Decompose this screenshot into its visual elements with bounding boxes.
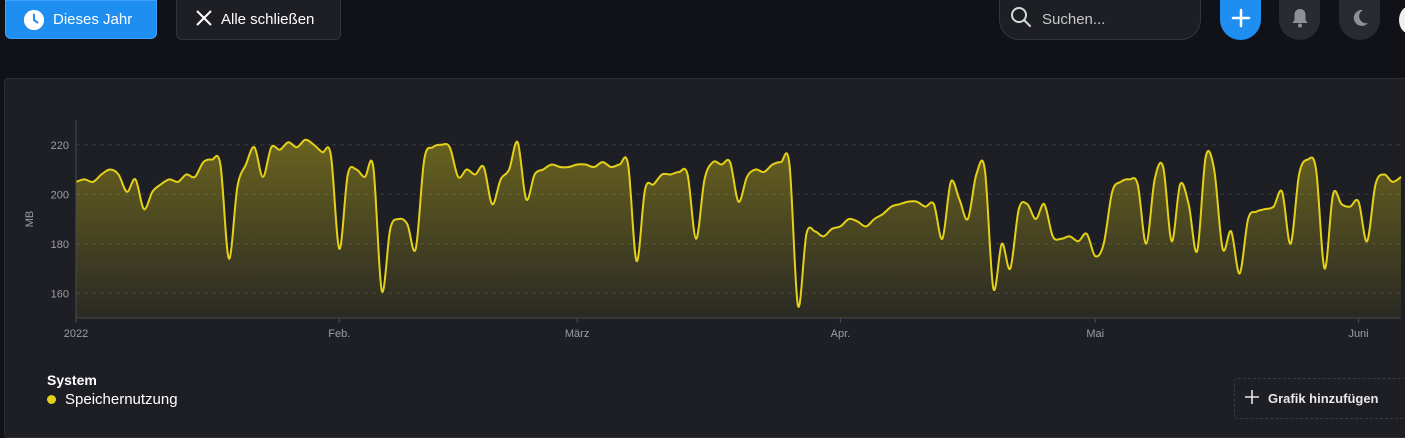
close-icon <box>195 9 213 31</box>
plus-icon <box>1231 8 1251 33</box>
plus-icon <box>1244 389 1260 408</box>
y-tick-label: 220 <box>51 140 69 152</box>
moon-icon <box>1350 8 1370 33</box>
memory-chart: 160 180 200 220 MB 2022 Feb. März Apr. Mai Juni <box>24 120 1402 340</box>
search-icon <box>1010 6 1032 33</box>
x-tick-label: Juni <box>1348 328 1368 340</box>
close-all-button[interactable]: Alle schließen <box>176 0 341 40</box>
time-range-button[interactable]: Dieses Jahr <box>5 0 157 39</box>
search-box <box>999 0 1201 40</box>
x-tick-label: Apr. <box>831 328 851 340</box>
top-toolbar: Dieses Jahr Alle schließen <box>0 0 1405 44</box>
clock-icon <box>24 9 44 30</box>
search-input[interactable] <box>1040 10 1194 29</box>
add-chart-label: Grafik hinzufügen <box>1268 391 1379 406</box>
time-range-label: Dieses Jahr <box>53 11 133 28</box>
add-button[interactable] <box>1220 0 1261 40</box>
legend-group-title: System <box>47 372 97 388</box>
y-tick-label: 180 <box>51 239 69 251</box>
add-chart-button[interactable]: Grafik hinzufügen <box>1234 378 1405 419</box>
close-all-label: Alle schließen <box>221 11 315 28</box>
series-line-speichernutzung[interactable] <box>75 138 1402 308</box>
notifications-button[interactable] <box>1279 0 1320 40</box>
theme-toggle-button[interactable] <box>1339 0 1380 40</box>
y-tick-label: 160 <box>51 288 69 300</box>
series-area-speichernutzung <box>76 139 1401 318</box>
avatar[interactable] <box>1399 6 1405 34</box>
bell-icon <box>1291 8 1309 33</box>
x-tick-label: Feb. <box>328 328 350 340</box>
x-tick-label: März <box>565 328 589 340</box>
legend-item-memory[interactable]: Speichernutzung <box>47 391 178 408</box>
legend-color-dot <box>47 395 56 404</box>
y-tick-label: 200 <box>51 189 69 201</box>
legend-series-label: Speichernutzung <box>65 391 178 408</box>
x-tick-label: Mai <box>1086 328 1104 340</box>
x-tick-label: 2022 <box>64 328 88 340</box>
y-axis-label: MB <box>24 211 36 228</box>
